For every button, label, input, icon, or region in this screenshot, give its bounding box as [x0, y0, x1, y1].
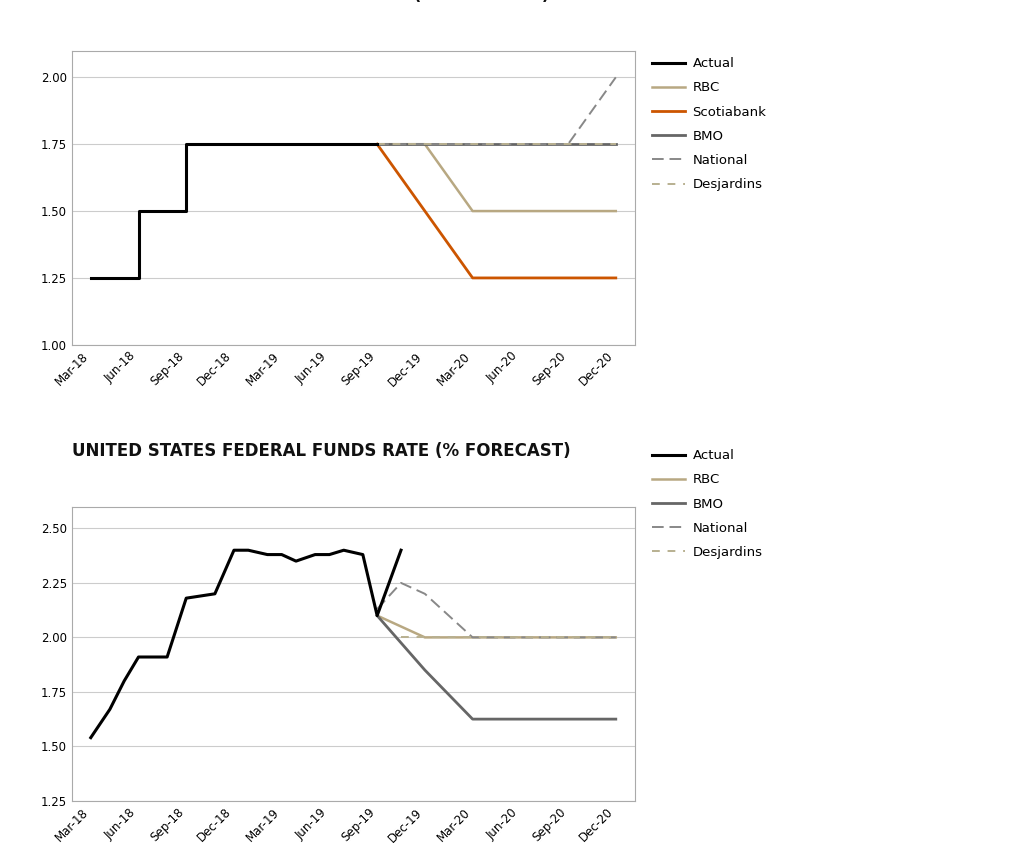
Text: UNITED STATES FEDERAL FUNDS RATE (% FORECAST): UNITED STATES FEDERAL FUNDS RATE (% FORE… [72, 443, 570, 460]
Text: CANADA OVERNIGHT LENDING RATE (% FORECAST): CANADA OVERNIGHT LENDING RATE (% FORECAS… [72, 0, 549, 4]
Legend: Actual, RBC, Scotiabank, BMO, National, Desjardins: Actual, RBC, Scotiabank, BMO, National, … [651, 57, 767, 191]
Legend: Actual, RBC, BMO, National, Desjardins: Actual, RBC, BMO, National, Desjardins [651, 449, 763, 559]
